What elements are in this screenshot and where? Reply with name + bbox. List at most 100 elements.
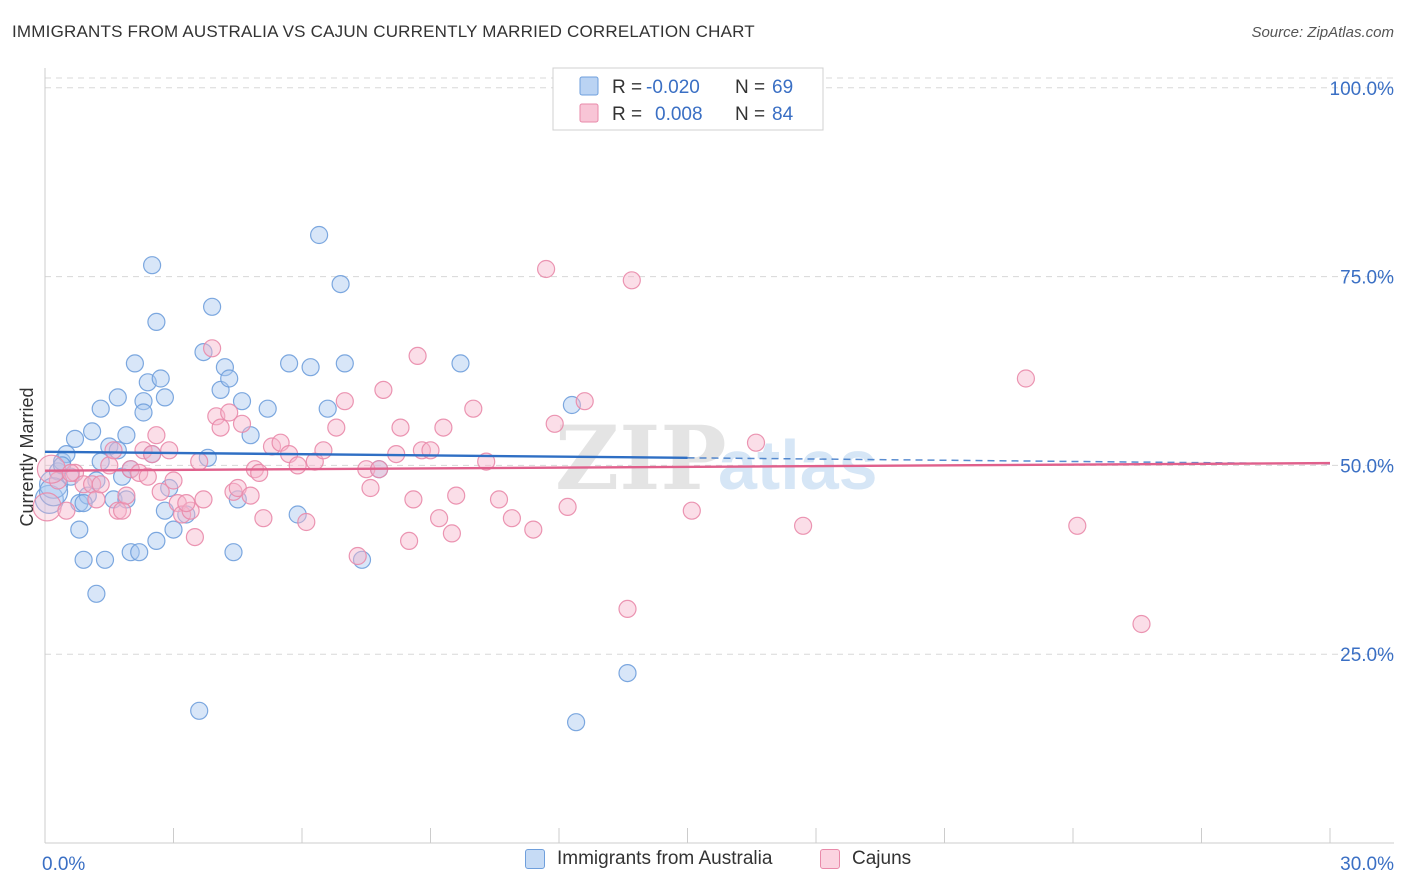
point-cajun <box>32 492 62 522</box>
point-cajun <box>1132 614 1151 634</box>
point-cajun <box>391 418 410 437</box>
axis-layer <box>44 68 1394 844</box>
point-cajun <box>682 501 701 520</box>
point-cajun <box>194 490 213 509</box>
point-cajun <box>524 520 543 539</box>
legend-label: Cajuns <box>852 848 912 869</box>
legend-r-label: R = <box>612 77 642 98</box>
y-tick-label: 25.0% <box>1340 645 1394 666</box>
point-australia <box>108 441 127 460</box>
point-cajun <box>241 486 260 505</box>
point-cajun <box>430 509 449 528</box>
legend-bottom: Immigrants from Australia Cajuns <box>0 848 1406 878</box>
tick-label-layer: 25.0% 50.0% 75.0% 100.0% 0.0% 30.0% <box>42 79 1394 875</box>
point-cajun <box>400 531 419 551</box>
point-cajun <box>618 599 637 619</box>
point-australia <box>70 520 89 539</box>
point-cajun <box>143 445 162 464</box>
point-australia <box>147 312 166 331</box>
point-australia <box>130 543 149 562</box>
point-cajun <box>464 399 483 418</box>
point-australia <box>618 663 637 683</box>
point-cajun <box>108 501 127 520</box>
point-australia <box>155 388 174 407</box>
point-cajun <box>434 418 453 437</box>
point-cajun <box>442 524 461 543</box>
legend-top: R = -0.020 N = 69 R = 0.008 N = 84 <box>552 67 824 131</box>
point-cajun <box>104 441 123 460</box>
point-cajun <box>314 441 333 460</box>
point-cajun <box>117 486 136 505</box>
legend-n-value: 84 <box>772 104 794 125</box>
source-credit: Source: ZipAtlas.com <box>1251 24 1394 41</box>
legend-r-value: -0.020 <box>646 77 700 98</box>
point-australia <box>566 713 586 732</box>
point-cajun <box>408 346 427 365</box>
point-australia <box>203 297 222 316</box>
point-cajun <box>250 463 269 482</box>
y-tick-label: 75.0% <box>1340 268 1394 289</box>
point-cajun <box>173 505 192 524</box>
point-australia <box>258 399 277 418</box>
point-cajun <box>327 418 346 437</box>
point-australia <box>335 354 354 373</box>
point-cajun <box>489 490 509 509</box>
point-cajun <box>87 490 106 509</box>
point-cajun <box>361 478 380 498</box>
point-cajun <box>138 467 157 486</box>
point-cajun <box>185 527 204 547</box>
y-tick-label: 100.0% <box>1330 79 1395 100</box>
grid-layer <box>45 77 1394 655</box>
point-australia <box>310 225 329 245</box>
trend-layer <box>44 450 1331 472</box>
chart-title: IMMIGRANTS FROM AUSTRALIA VS CAJUN CURRE… <box>12 22 755 41</box>
point-cajun <box>177 494 196 513</box>
legend-item-australia[interactable]: Immigrants from Australia <box>525 848 772 870</box>
point-australia <box>57 445 76 464</box>
point-australia <box>232 392 252 411</box>
point-australia <box>82 422 102 441</box>
point-cajun <box>1068 516 1087 535</box>
point-cajun <box>335 392 354 411</box>
point-cajun <box>348 546 367 566</box>
point-cajun <box>91 475 110 494</box>
point-cajun <box>575 392 594 411</box>
point-australia <box>95 550 115 569</box>
point-cajun <box>151 482 170 501</box>
point-australia <box>91 399 110 418</box>
legend-r-value: 0.008 <box>655 104 703 125</box>
x-tick-label: 0.0% <box>42 854 85 875</box>
legend-swatch-pink <box>820 849 840 869</box>
legend-label: Immigrants from Australia <box>557 848 773 869</box>
point-australia <box>301 358 320 377</box>
point-cajun <box>1016 369 1036 388</box>
point-cajun <box>374 380 393 399</box>
point-cajun <box>404 490 423 509</box>
point-cajun <box>147 426 166 445</box>
point-australia <box>318 399 337 418</box>
point-australia <box>125 354 144 373</box>
legend-item-cajuns[interactable]: Cajuns <box>820 848 911 870</box>
point-cajun <box>477 452 496 471</box>
point-cajun <box>220 403 239 422</box>
point-cajun <box>536 259 556 279</box>
legend-r-label: R = <box>612 104 642 125</box>
point-australia <box>87 584 106 603</box>
point-cajun <box>190 452 209 471</box>
point-cajun <box>232 414 252 433</box>
point-australia <box>451 354 470 373</box>
point-australia <box>147 531 166 551</box>
point-australia <box>134 403 153 422</box>
point-cajun <box>254 509 273 528</box>
point-australia <box>331 275 350 294</box>
point-australia <box>117 426 136 445</box>
point-australia <box>280 354 299 373</box>
point-australia <box>224 543 243 562</box>
point-australia <box>164 520 183 539</box>
point-australia <box>194 343 213 362</box>
point-cajun <box>746 433 766 452</box>
legend-n-label: N = <box>735 77 765 98</box>
point-australia <box>190 701 209 720</box>
point-australia <box>215 358 234 377</box>
